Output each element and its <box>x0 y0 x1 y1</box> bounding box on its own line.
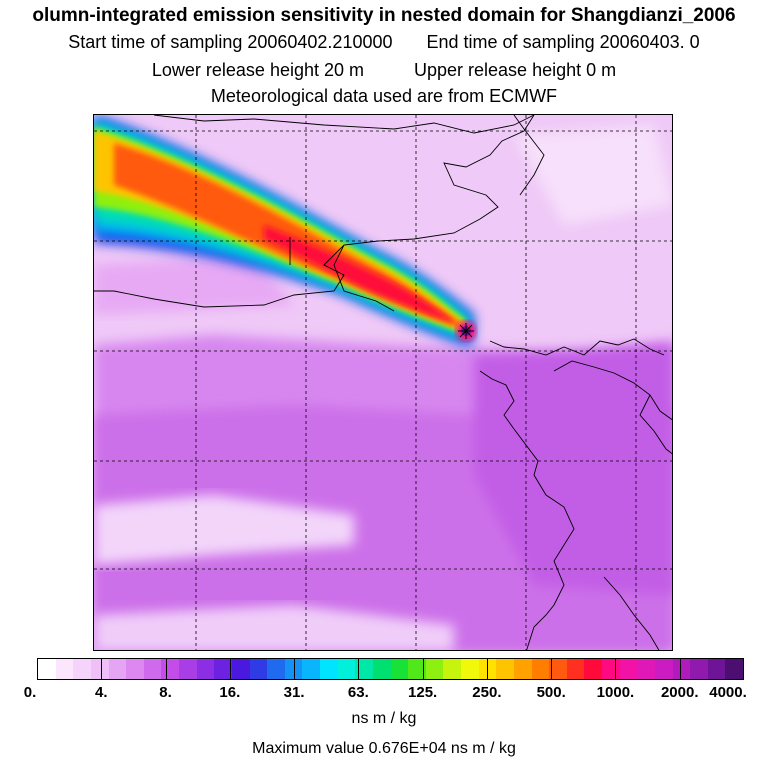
coastlines-borders <box>94 115 672 650</box>
colorbar-cell <box>302 659 320 679</box>
colorbar-cell <box>90 659 109 679</box>
plot-title: olumn-integrated emission sensitivity in… <box>32 5 736 26</box>
colorbar-tick <box>615 659 617 679</box>
colorbar-cell <box>408 659 426 679</box>
lower-release-label: Lower release height 20 m <box>151 60 364 80</box>
colorbar-cell <box>496 659 514 679</box>
colorbar-tick-label: 0. <box>23 684 37 701</box>
colorbar-cell <box>549 659 567 679</box>
start-time-label: Start time of sampling 20060402.210000 <box>68 32 393 52</box>
grid-lines <box>94 115 672 650</box>
map-panel <box>93 114 673 651</box>
maximum-value-label: Maximum value 0.676E+04 ns m / kg <box>252 740 516 757</box>
colorbar-unit: ns m / kg <box>351 710 417 727</box>
colorbar-cell <box>214 659 232 679</box>
colorbar-cell <box>654 659 673 679</box>
sensitivity-map <box>94 115 672 650</box>
colorbar-cell <box>619 659 638 679</box>
colorbar-tick <box>422 659 424 679</box>
colorbar-cell <box>513 659 532 679</box>
colorbar-cell <box>337 659 356 679</box>
colorbar-tick-label: 2000. <box>660 684 699 701</box>
colorbar-tick <box>679 659 681 679</box>
colorbar-cell <box>602 659 620 679</box>
colorbar-tick-label: 4000. <box>709 684 747 701</box>
colorbar-cell <box>108 659 127 679</box>
colorbar-cell <box>320 659 338 679</box>
colorbar-cell <box>143 659 162 679</box>
colorbar-cell <box>443 659 461 679</box>
colorbar-cell <box>461 659 479 679</box>
colorbar-cell <box>637 659 655 679</box>
colorbar-tick-label: 4. <box>95 684 108 701</box>
sampling-times: Start time of sampling 20060402.210000 En… <box>0 31 768 53</box>
colorbar-tick <box>101 659 103 679</box>
upper-release-label: Upper release height 0 m <box>414 60 617 80</box>
colorbar-tick-label: 63. <box>347 684 369 701</box>
colorbar-tick <box>229 659 231 679</box>
colorbar-cell <box>390 659 409 679</box>
release-heights: Lower release height 20 m Upper release h… <box>0 59 768 81</box>
colorbar-cell <box>725 659 743 679</box>
colorbar-tick-label: 500. <box>536 684 566 701</box>
colorbar-cell <box>707 659 726 679</box>
colorbar-cell <box>531 659 550 679</box>
colorbar-cell <box>249 659 268 679</box>
colorbar-cell <box>566 659 585 679</box>
colorbar-cell <box>425 659 444 679</box>
colorbar-cell <box>284 659 303 679</box>
colorbar-cell <box>672 659 691 679</box>
colorbar-cell <box>126 659 144 679</box>
colorbar-tick <box>358 659 360 679</box>
met-data-label: Meteorological data used are from ECMWF <box>210 86 558 106</box>
colorbar-tick-label: 8. <box>159 684 172 701</box>
colorbar-cell <box>161 659 179 679</box>
colorbar-cell <box>584 659 602 679</box>
colorbar-cell <box>355 659 373 679</box>
colorbar-tick <box>165 659 167 679</box>
plume <box>94 115 476 347</box>
colorbar-cell <box>38 659 56 679</box>
colorbar-tick-label: 125. <box>408 684 438 701</box>
colorbar-cell <box>690 659 708 679</box>
colorbar-tick-label: 31. <box>283 684 305 701</box>
colorbar-tick <box>551 659 553 679</box>
colorbar-cell <box>55 659 74 679</box>
colorbar-cell <box>73 659 91 679</box>
colorbar-cell <box>179 659 197 679</box>
colorbar-cell <box>196 659 215 679</box>
colorbar-cell <box>372 659 391 679</box>
colorbar-tick-label: 16. <box>219 684 241 701</box>
colorbar-tick-label: 250. <box>472 684 502 701</box>
end-time-label: End time of sampling 20060403. 0 <box>426 32 700 52</box>
colorbar <box>37 658 744 680</box>
colorbar-tick <box>294 659 296 679</box>
colorbar-tick <box>486 659 488 679</box>
colorbar-cell <box>231 659 250 679</box>
colorbar-tick-label: 1000. <box>596 684 635 701</box>
background-field <box>94 125 672 650</box>
colorbar-cell <box>267 659 285 679</box>
